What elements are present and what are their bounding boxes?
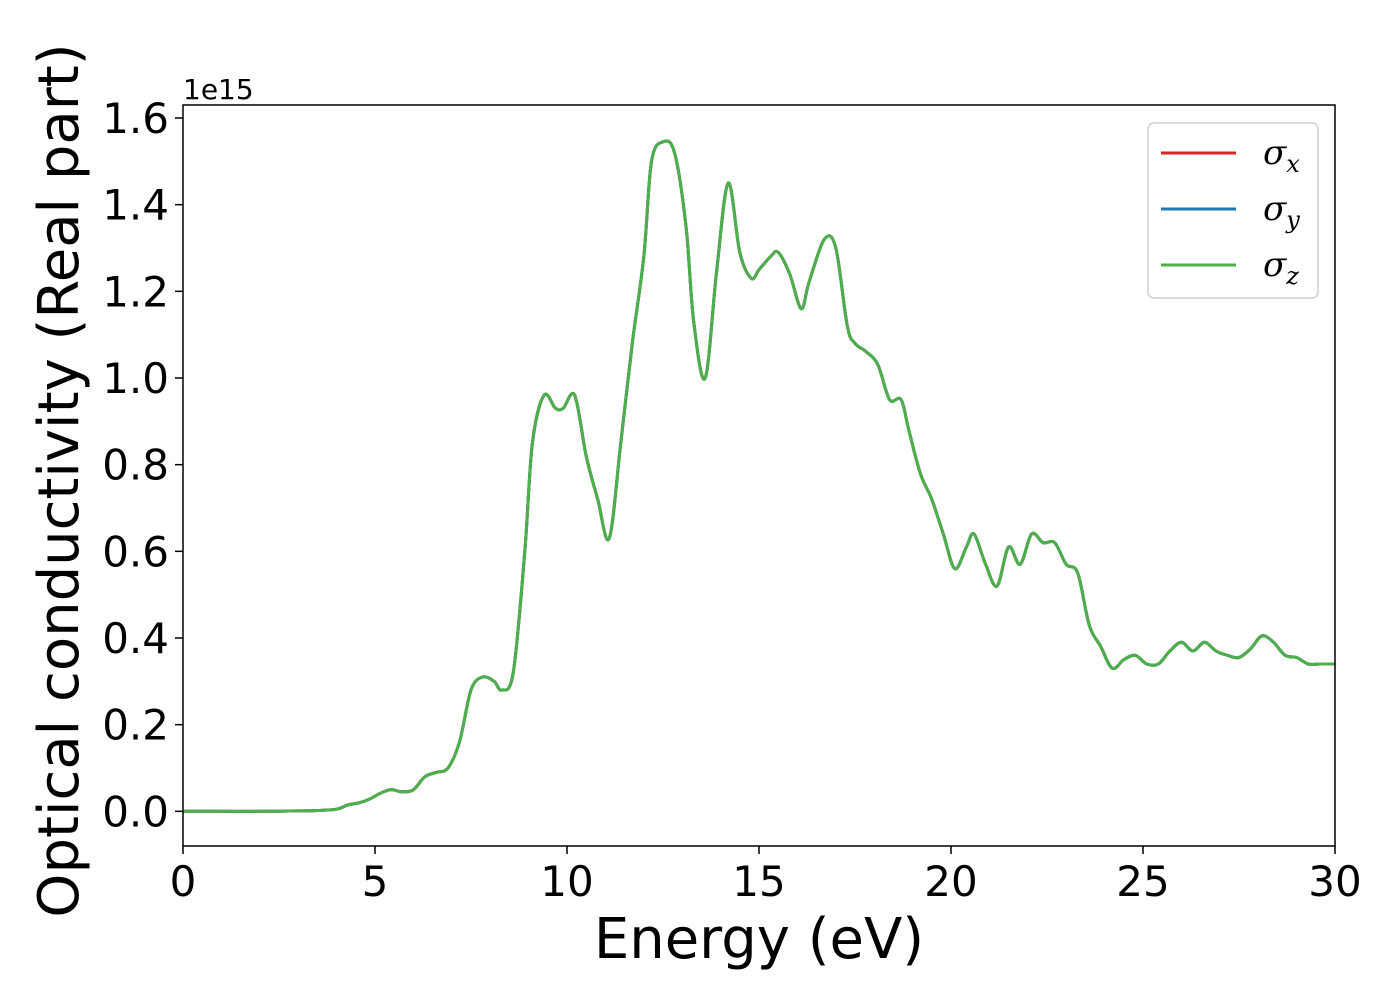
y-tick-label: 1.2 [102,267,169,316]
x-tick-label: 5 [362,857,389,906]
y-tick-label: 1.6 [102,94,169,143]
x-axis-label: Energy (eV) [594,907,924,972]
x-tick-label: 25 [1116,857,1169,906]
y-axis-label: Optical conductivity (Real part) [27,43,92,917]
x-tick-label: 0 [170,857,197,906]
y-tick-label: 1.4 [102,181,169,230]
series-line-z [182,139,1335,813]
legend: σx σy σz [1147,122,1319,299]
x-axis-ticks: 0 5 10 15 20 25 30 [170,846,1362,906]
plot-frame [182,104,1336,847]
legend-label-x: σx [1263,133,1300,178]
y-tick-label: 1.0 [102,354,169,403]
x-tick-label: 10 [540,857,593,906]
y-tick-label: 0.0 [102,787,169,836]
y-axis-ticks: 0.0 0.2 0.4 0.6 0.8 1.0 1.2 1.4 1.6 [102,94,183,836]
legend-label-y: σy [1263,189,1300,234]
x-tick-label: 30 [1308,857,1361,906]
y-tick-label: 0.8 [102,441,169,490]
x-tick-label: 20 [924,857,977,906]
legend-label-z: σz [1263,245,1299,290]
y-tick-label: 0.4 [102,614,169,663]
x-tick-label: 15 [732,857,785,906]
y-tick-label: 0.6 [102,527,169,576]
y-tick-label: 0.2 [102,701,169,750]
y-offset-text: 1e15 [183,73,254,106]
series-layer [182,139,1335,813]
